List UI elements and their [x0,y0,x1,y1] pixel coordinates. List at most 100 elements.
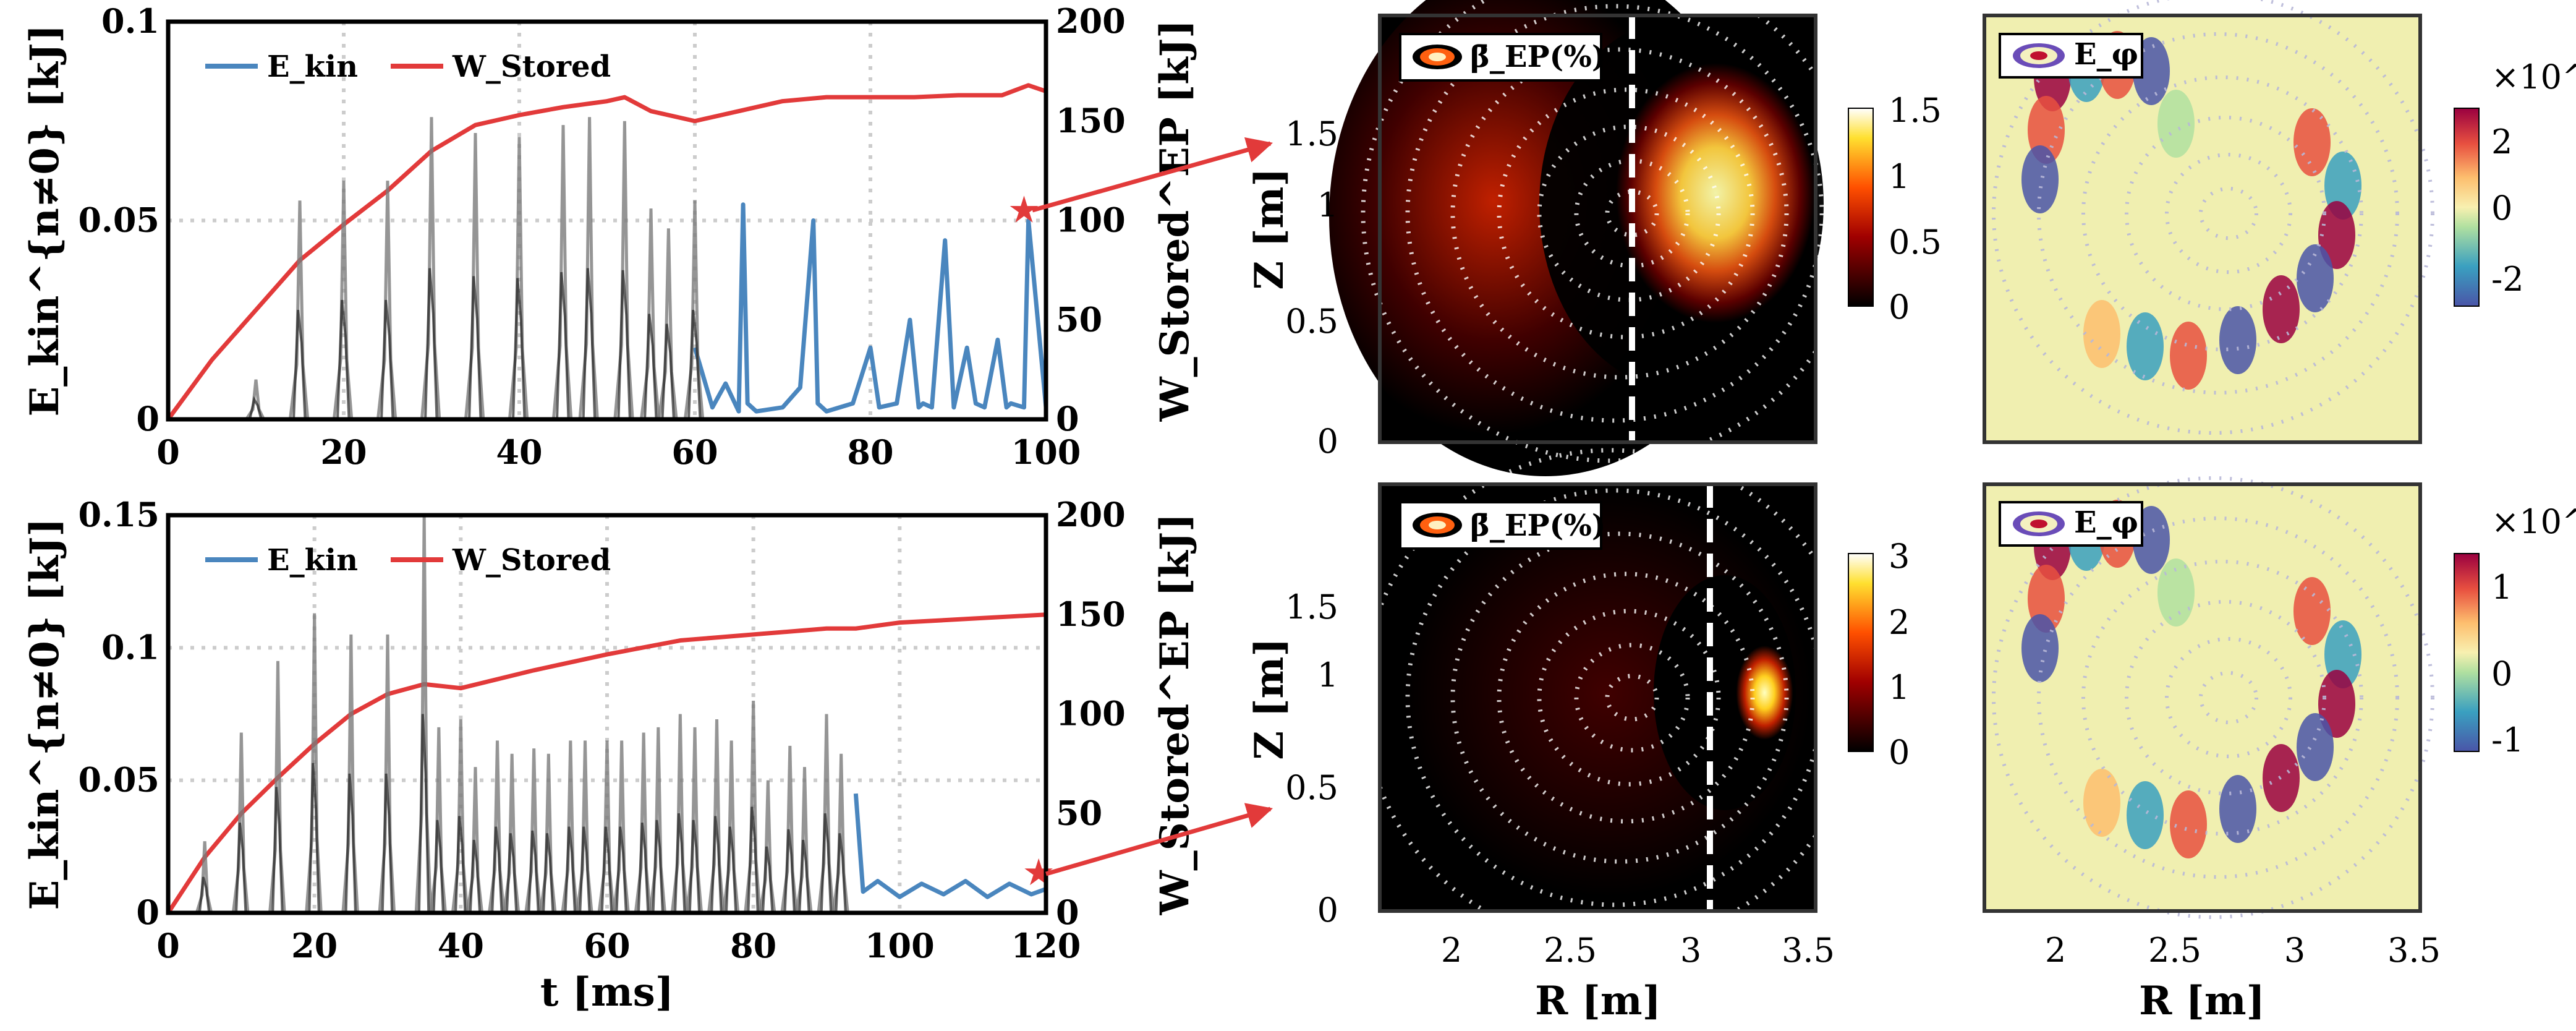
ylabel-z-bottom: Z [m] [1246,638,1293,759]
ytick-left-label: 0.1 [101,1,159,41]
cb-exponent: ×10^-4 [2491,58,2576,96]
mode-structure [2293,108,2331,176]
spike-mark-inner [644,314,658,420]
xtick-label: 20 [291,926,338,965]
xtick: 2 [2045,931,2066,970]
spike-mark-inner [468,276,482,420]
mode-structure [2021,145,2059,213]
ytick: 1.5 [1285,114,1338,153]
spike-mark-inner [505,833,518,913]
xtick: 2 [1441,931,1462,970]
ytick-left-label: 0.05 [78,200,159,240]
ytick-right-label: 50 [1056,299,1102,339]
spike-mark-inner [835,833,847,913]
marker-star [1010,195,1039,223]
mode-structure [2127,781,2164,849]
spike-mark-inner [652,819,664,913]
spike-mark-inner [688,819,701,913]
spike-mark-inner [271,787,284,913]
spike-mark-inner [582,268,597,420]
spike-mark-inner [725,826,738,913]
ytick: 0.5 [1285,768,1338,807]
spike-mark-inner [564,826,576,913]
ytick-left-label: 0.15 [78,495,159,534]
spike-mark-inner [600,826,613,913]
spike-mark-inner [674,813,686,913]
xtick: 3.5 [1782,931,1835,970]
heatmap-ephi-top: E_φ [1983,0,2434,444]
line-panel: 0 20 40 60 80 100 12000.050.10.15050100150200E… [22,495,1198,1016]
xtick-label: 40 [438,926,484,965]
series-line-wstored [166,83,1047,421]
spike-mark-inner [424,268,438,420]
plot-frame [166,513,1048,915]
cb-tick: 1.5 [1889,91,1942,130]
spike-mark-inner [512,278,526,420]
cb-tick: -2 [2491,260,2524,299]
spike-mark-inner [292,309,307,420]
spike-mark-inner [798,839,810,913]
mode-structure [2263,275,2300,343]
ylabel-right: W_Stored^EP [kJ] [1152,513,1198,916]
xtick-label: 80 [730,926,776,965]
legend-beta-bottom: β̄_EP(%) [1470,508,1606,543]
xtick-label: 0 [156,926,180,965]
xtick-label: 40 [496,432,542,472]
colorbar-ephi-bottom: ×10^-4 1 0 -1 [2454,502,2576,759]
series-line-wstored [166,612,1047,914]
xtick-label: 120 [1011,926,1081,965]
ytick-right-label: 150 [1056,594,1126,634]
ylabel-right: W_Stored^EP [kJ] [1152,20,1198,422]
cb-tick: 3 [1889,537,1910,576]
mode-structure [2083,769,2120,837]
spike-mark-inner [336,299,351,420]
mode-structure [2318,670,2355,738]
spike-mark-inner [542,833,555,913]
xtick: 2.5 [1544,931,1597,970]
legend-label-wstored: W_Stored [452,49,611,84]
cb-tick: 2 [2491,122,2512,161]
legend-label-wstored: W_Stored [452,543,611,578]
ytick-left-label: 0 [136,892,159,932]
cb-tick: 0 [2491,189,2512,228]
xtick: 3 [1680,931,1701,970]
xlabel: t [ms] [540,969,674,1016]
mode-structure [2170,322,2207,390]
heatmap-beta-top: β̄_EP(%) [1329,0,1860,476]
ytick-right-label: 100 [1056,200,1126,240]
spike-mark-inner [617,270,631,420]
spike-mark-inner [344,773,357,913]
line-panel: 0 20 40 60 80 10000.050.1050100150200E_kin^{n… [22,1,1198,472]
xtick: 2.5 [2148,931,2201,970]
xtick-label: 0 [156,432,180,472]
spike-mark-inner [249,396,263,420]
spike-mark-inner [661,323,675,420]
spike-mark-inner [381,773,394,913]
ytick: 1 [1317,656,1338,695]
spike-mark-inner [762,846,774,913]
heatmap-ephi-bottom: E_φ [1983,476,2434,919]
spike-mark-inner [615,826,627,913]
legend-label-ekin: E_kin [267,543,358,578]
ylabel-left: E_kin^{n≠0} [kJ] [22,518,68,910]
ytick-right-label: 100 [1056,694,1126,734]
arrow-top [1032,137,1273,213]
ylabel-z-top: Z [m] [1246,168,1293,289]
cb-tick: 1 [1889,668,1910,707]
cb-tick: 0 [1889,733,1910,772]
cb-tick: 1 [1889,157,1910,196]
spike-mark-inner [579,826,591,913]
legend-beta-top: β̄_EP(%) [1470,40,1606,74]
ytick-right-label: 150 [1056,101,1126,140]
xtick-label: 100 [1011,432,1081,472]
xtick-label: 100 [865,926,935,965]
mode-structure [2083,300,2120,368]
mode-structure [2219,775,2256,843]
ytick-right-label: 0 [1056,399,1079,438]
mode-structure [2170,790,2207,858]
colorbar-ephi-top: ×10^-4 2 0 -2 [2454,58,2576,307]
arrow-bottom [1045,803,1273,876]
ytick: 0 [1317,891,1338,930]
spike-mark-inner [556,272,570,420]
